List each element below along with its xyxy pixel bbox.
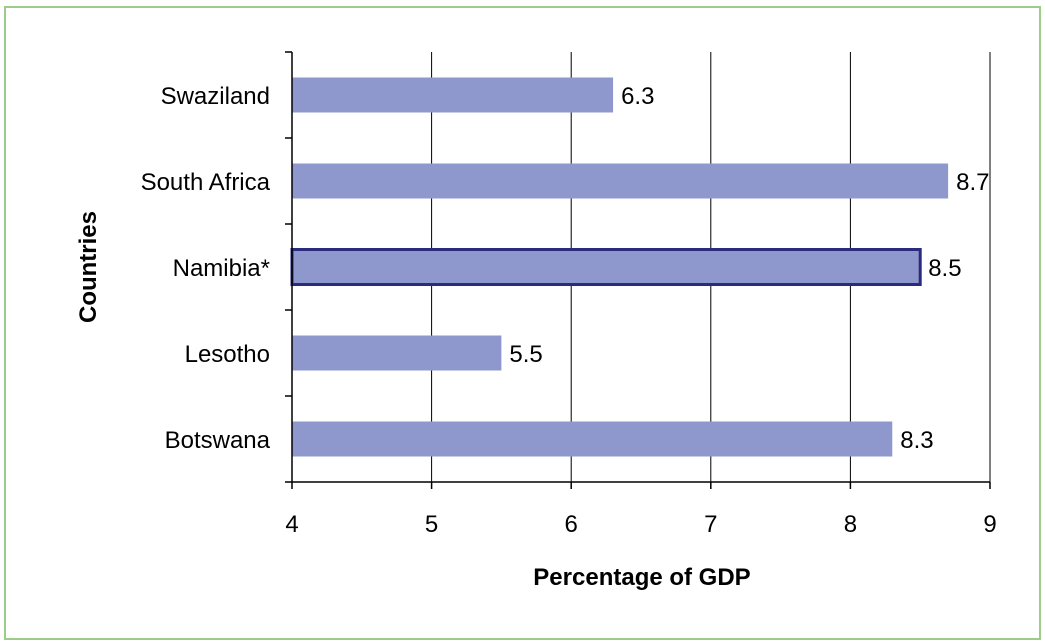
data-label: 8.3 — [900, 427, 933, 454]
bar-namibia — [290, 248, 922, 286]
category-label: Swaziland — [161, 83, 270, 110]
bar-lesotho — [292, 335, 502, 371]
x-axis-title: Percentage of GDP — [533, 564, 750, 591]
category-label: Botswana — [165, 427, 271, 454]
x-tick-label: 9 — [983, 511, 996, 538]
x-tick-label: 8 — [844, 511, 857, 538]
x-tick-label: 4 — [285, 511, 298, 538]
data-label: 8.5 — [928, 255, 961, 282]
category-label: Namibia* — [173, 255, 270, 282]
category-label: South Africa — [141, 169, 271, 196]
bar-botswana — [292, 421, 893, 457]
category-label: Lesotho — [185, 341, 270, 368]
x-tick-label: 7 — [704, 511, 717, 538]
x-tick-label: 6 — [565, 511, 578, 538]
data-label: 8.7 — [956, 169, 989, 196]
bar-south-africa — [292, 163, 949, 199]
labels: 6.3 Swaziland 8.7 South Africa 8.5 Namibia* 5.… — [141, 83, 997, 538]
data-label: 5.5 — [509, 341, 542, 368]
data-label: 6.3 — [621, 83, 654, 110]
bars — [290, 77, 949, 457]
axes — [285, 51, 991, 489]
x-tick-label: 5 — [425, 511, 438, 538]
y-axis-title: Countries — [75, 211, 102, 323]
bar-swaziland — [292, 77, 614, 113]
